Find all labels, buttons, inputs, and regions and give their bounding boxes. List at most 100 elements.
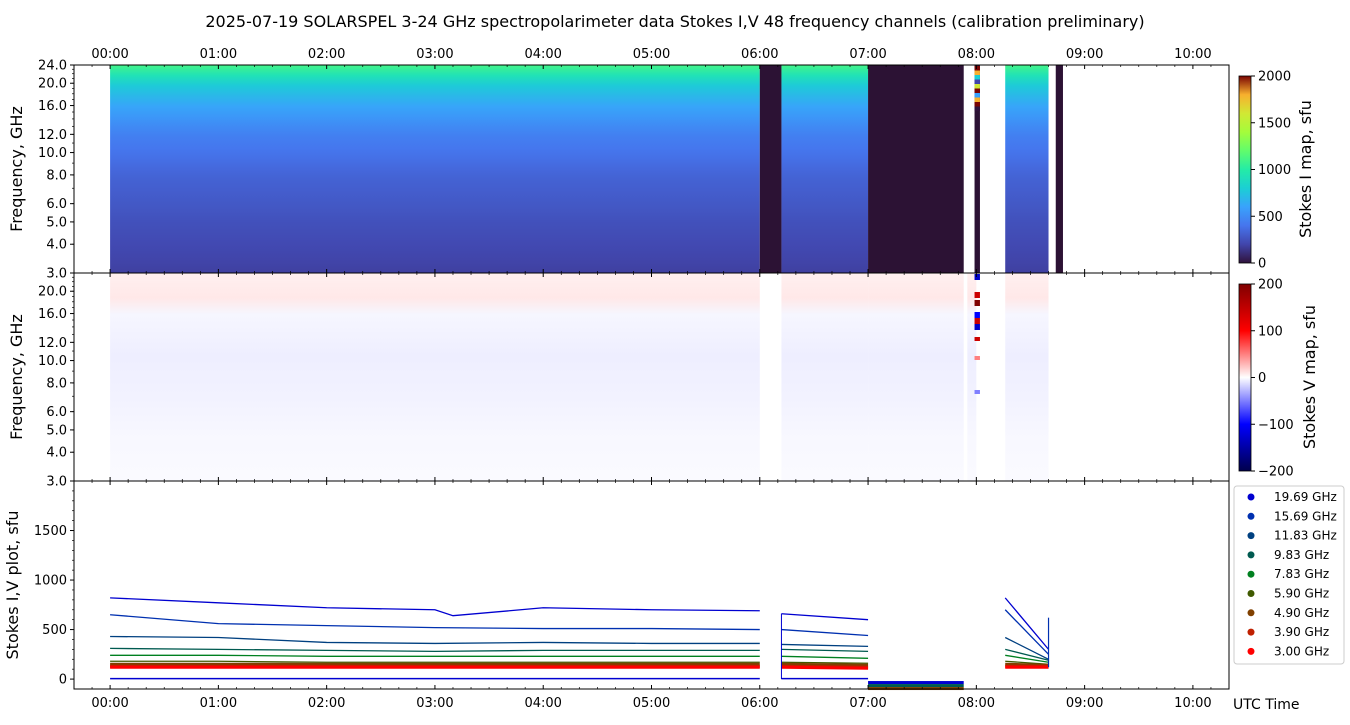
stokes-i-burst-band — [974, 84, 980, 89]
legend-box — [1233, 485, 1345, 665]
legend-marker — [1247, 628, 1255, 636]
stokes-v-burst-band — [974, 390, 980, 394]
stokes-i-panel: 00:00 01:00 02:00 03:00 04:00 05:00 06:00 07:00… — [7, 47, 1315, 282]
y-tick-label: 1500 — [34, 524, 67, 539]
y-tick-label: 5.0 — [46, 423, 67, 438]
colorbar-tick-label: 0 — [1258, 257, 1266, 272]
series-line-7-83-GHz — [1005, 654, 1049, 663]
series-line-9-83-GHz — [110, 647, 760, 653]
x-tick-label: 00:00 — [91, 696, 128, 711]
y-tick-label: 24.0 — [38, 59, 67, 74]
x-tick-label-top: 09:00 — [1066, 47, 1103, 62]
x-tick-label: 07:00 — [849, 696, 886, 711]
x-tick-label-top: 07:00 — [849, 47, 886, 62]
stokes-iv-ylabel: Stokes I,V plot, sfu — [3, 511, 22, 660]
y-tick-label: 0 — [59, 673, 67, 688]
stokes-v-burst-band — [974, 312, 980, 318]
offline-trace — [868, 681, 964, 685]
stokes-i-burst-band — [974, 79, 980, 84]
x-tick-label-top: 04:00 — [524, 47, 561, 62]
y-tick-label: 20.0 — [38, 285, 67, 300]
colorbar-tick-label: 500 — [1258, 210, 1283, 225]
legend: 19.69 GHz 15.69 GHz 11.83 GHz 9.83 GHz 7.83 … — [1247, 490, 1337, 658]
stokes-i-gap-block-0 — [759, 65, 782, 273]
legend-marker — [1247, 512, 1255, 520]
y-tick-label: 10.0 — [38, 354, 67, 369]
stokes-i-colorbar — [1238, 75, 1252, 264]
stokes-i-burst-band — [974, 70, 980, 75]
legend-label: 7.83 GHz — [1274, 567, 1329, 581]
x-tick-label: 02:00 — [308, 696, 345, 711]
stokes-i-burst-band — [974, 106, 980, 111]
y-tick-label: 20.0 — [38, 77, 67, 92]
offline-trace — [868, 684, 964, 688]
legend-marker — [1247, 570, 1255, 578]
series-line-7-83-GHz — [781, 655, 869, 659]
series-line-11-83-GHz — [781, 643, 869, 648]
legend-label: 3.90 GHz — [1274, 625, 1329, 639]
stokes-v-data-block-0 — [110, 273, 760, 481]
x-tick-label: 01:00 — [200, 696, 237, 711]
series-line-5-90-GHz — [110, 660, 760, 663]
stokes-i-data-block-2 — [1005, 65, 1049, 273]
legend-label: 19.69 GHz — [1274, 490, 1337, 504]
stokes-iv-axis-ticks: 00:00 01:00 02:00 03:00 04:00 05:00 06:00 07:00… — [34, 481, 1230, 711]
series-line-9-83-GHz — [781, 648, 869, 653]
stokes-v-burst-band — [974, 337, 980, 341]
stokes-v-colorbar-ticks: −200 −100 0 100 200 — [1251, 278, 1294, 480]
stokes-i-colorbar-ticks: 0 500 1000 1500 2000 — [1251, 70, 1291, 272]
x-tick-label-top: 10:00 — [1174, 47, 1211, 62]
legend-label: 5.90 GHz — [1274, 587, 1329, 601]
y-tick-label: 8.0 — [46, 168, 67, 183]
colorbar-tick-label: 100 — [1258, 324, 1283, 339]
series-line-19-69-GHz — [1004, 597, 1050, 650]
stokes-i-gap-block-1 — [868, 65, 964, 273]
figure-title: 2025-07-19 SOLARSPEL 3-24 GHz spectropol… — [205, 12, 1144, 31]
series-line-15-69-GHz — [781, 628, 869, 637]
x-tick-label-top: 03:00 — [416, 47, 453, 62]
y-tick-label: 16.0 — [38, 99, 67, 114]
y-tick-label: 4.0 — [46, 238, 67, 253]
colorbar-tick-label: 200 — [1258, 278, 1283, 293]
series-line-7-83-GHz — [110, 654, 760, 657]
colorbar-tick-label: 2000 — [1258, 70, 1291, 85]
x-tick-label-top: 08:00 — [958, 47, 995, 62]
stokes-i-axis-ticks: 00:00 01:00 02:00 03:00 04:00 05:00 06:00 07:00… — [38, 47, 1230, 282]
y-tick-label: 16.0 — [38, 307, 67, 322]
stokes-v-panel: 3.0 4.0 5.0 6.0 8.0 10.0 12.0 16.0 20.0 Frequenc… — [7, 272, 1319, 490]
x-tick-label: 06:00 — [741, 696, 778, 711]
stokes-i-burst-band — [974, 93, 980, 98]
stokes-iv-plot-panel: 00:00 01:00 02:00 03:00 04:00 05:00 06:00 07:00… — [3, 480, 1345, 713]
legend-marker — [1247, 551, 1255, 559]
stokes-iv-lines — [110, 597, 1050, 691]
y-tick-label: 6.0 — [46, 197, 67, 212]
stokes-v-ylabel: Frequency, GHz — [7, 314, 26, 440]
stokes-i-gap-block-2 — [1055, 65, 1063, 273]
x-tick-label: 04:00 — [524, 696, 561, 711]
legend-marker — [1247, 532, 1255, 540]
stokes-v-data-block-3 — [967, 273, 977, 481]
y-tick-label: 6.0 — [46, 405, 67, 420]
legend-label: 15.69 GHz — [1274, 509, 1337, 523]
stokes-i-burst-band — [974, 66, 980, 71]
stokes-i-heatmap — [110, 65, 1063, 273]
series-line-11-83-GHz — [110, 635, 760, 645]
stokes-i-data-block-1 — [781, 65, 869, 273]
y-tick-label: 8.0 — [46, 376, 67, 391]
stokes-i-ylabel: Frequency, GHz — [7, 106, 26, 232]
colorbar-tick-label: −100 — [1258, 418, 1294, 433]
stokes-v-burst-band — [974, 274, 980, 280]
stokes-v-burst-band — [974, 300, 980, 306]
series-line-15-69-GHz — [110, 614, 760, 631]
y-tick-label: 1000 — [34, 574, 67, 589]
legend-label: 9.83 GHz — [1274, 548, 1329, 562]
legend-marker — [1247, 493, 1255, 501]
x-tick-label: 05:00 — [633, 696, 670, 711]
series-line-11-83-GHz — [1004, 636, 1049, 660]
x-tick-label-top: 01:00 — [200, 47, 237, 62]
stokes-v-data-block-4 — [1005, 273, 1049, 481]
stokes-v-burst-band — [974, 356, 980, 360]
stokes-v-axis-ticks: 3.0 4.0 5.0 6.0 8.0 10.0 12.0 16.0 20.0 — [38, 272, 1230, 490]
y-tick-label: 5.0 — [46, 215, 67, 230]
y-tick-label: 10.0 — [38, 146, 67, 161]
